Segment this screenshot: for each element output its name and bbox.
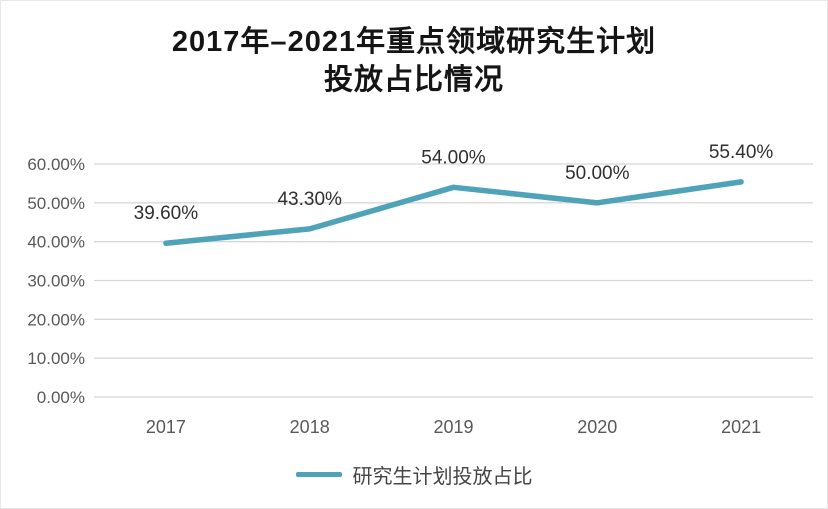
data-point-label: 43.30%: [277, 189, 342, 210]
y-axis-tick-label: 30.00%: [27, 272, 85, 291]
x-axis-tick-label: 2020: [577, 417, 617, 437]
y-axis-tick-label: 50.00%: [27, 194, 85, 213]
x-axis-tick-label: 2018: [290, 417, 330, 437]
data-point-label: 50.00%: [565, 163, 630, 184]
y-axis-tick-label: 10.00%: [27, 349, 85, 368]
x-axis-tick-label: 2017: [146, 417, 186, 437]
chart-title: 2017年–2021年重点领域研究生计划 投放占比情况: [1, 23, 827, 99]
series-line: [163, 179, 744, 246]
data-point-label: 55.40%: [709, 142, 774, 163]
legend: 研究生计划投放占比: [1, 460, 827, 488]
x-axis-tick-label: 2019: [433, 417, 473, 437]
legend-label: 研究生计划投放占比: [352, 465, 533, 488]
data-point-label: 39.60%: [134, 203, 199, 224]
y-axis-tick-label: 60.00%: [27, 155, 85, 174]
legend-line-swatch: [295, 471, 342, 477]
y-axis-tick-label: 40.00%: [27, 233, 85, 252]
chart-title-line1: 2017年–2021年重点领域研究生计划: [171, 26, 657, 58]
x-axis-tick-label: 2021: [721, 417, 761, 437]
data-point-label: 54.00%: [421, 147, 486, 168]
y-axis-tick-label: 0.00%: [37, 388, 85, 407]
y-axis-tick-label: 20.00%: [27, 310, 85, 329]
chart-title-line2: 投放占比情况: [323, 64, 504, 96]
